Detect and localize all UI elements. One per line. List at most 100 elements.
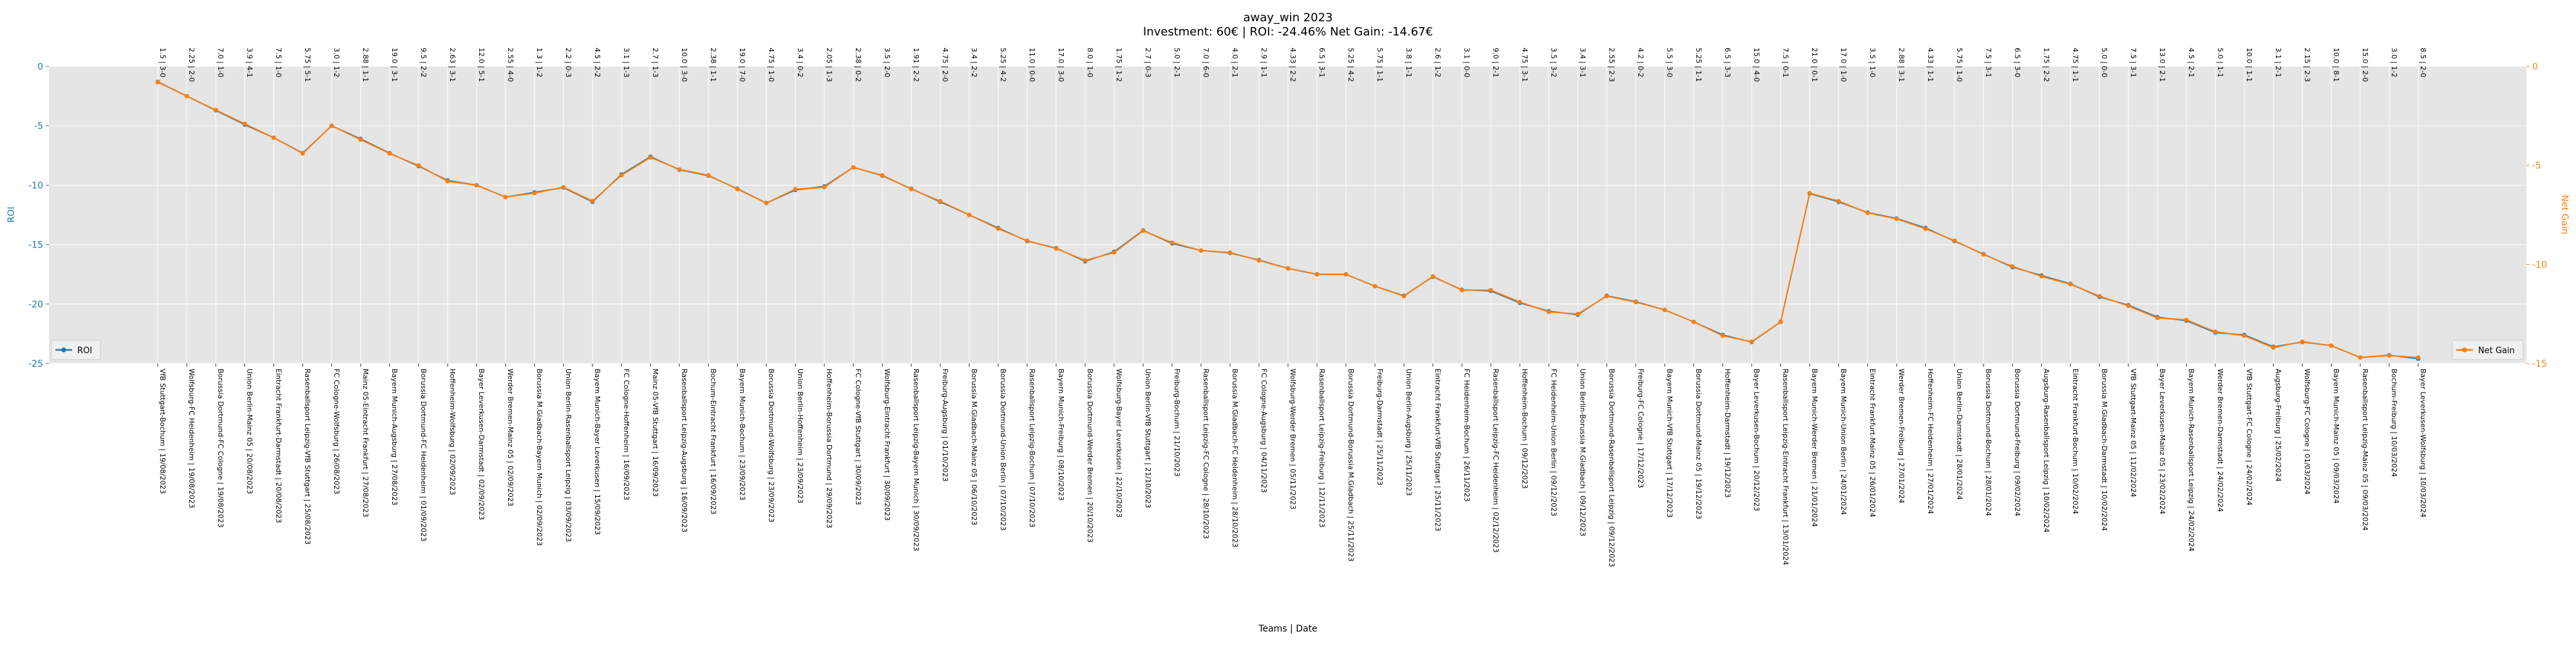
x-tick-label-61: Hoffenheim-FC Heidenheim | 27/01/2024 [1926,369,1935,514]
x-tick-label-4: Eintracht Frankfurt-Darmstadt | 20/08/20… [274,369,283,523]
top-label-48: 3.5 | 3-2 [1549,48,1558,77]
top-label-1: 2.25 | 2-0 [187,48,196,82]
series-point-net-gain-29 [996,226,1001,231]
series-point-net-gain-76 [2358,355,2363,360]
series-point-net-gain-43 [1401,294,1406,298]
top-label-16: 3.1 | 1-3 [622,48,630,77]
x-tick-label-29: Borussia Dortmund-Union Berlin | 07/10/2… [999,369,1007,530]
right-tick-label-2: -10 [2532,260,2547,270]
top-label-31: 17.0 | 3-0 [1057,48,1065,82]
top-label-69: 13.0 | 2-1 [2158,48,2166,82]
top-label-27: 4.75 | 2-0 [941,48,949,82]
x-tick-label-16: FC Cologne-Hoffenheim | 16/09/2023 [622,369,630,500]
x-tick-label-5: Rasenballsport Leipzig-VfB Stuttgart | 2… [303,369,312,545]
top-label-70: 4.5 | 2-1 [2187,48,2195,77]
x-tick-label-23: Hoffenheim-Borussia Dortmund | 29/09/202… [825,369,833,528]
left-tick-label-4: -20 [28,300,43,310]
x-tick-label-18: Rasenballsport Leipzig-Augsburg | 16/09/… [680,369,688,532]
x-tick-label-68: VfB Stuttgart-Mainz 05 | 11/02/2024 [2129,369,2137,497]
series-point-net-gain-40 [1314,272,1320,277]
series-point-net-gain-47 [1517,300,1522,305]
x-tick-label-0: VfB Stuttgart-Bochum | 19/08/2023 [158,369,167,494]
x-tick-label-60: Werder Bremen-Freiburg | 27/01/2024 [1897,369,1906,503]
series-point-net-gain-23 [822,185,827,189]
top-label-10: 2.63 | 3-1 [448,48,457,82]
left-axis-label: ROI [6,207,17,223]
top-label-19: 2.38 | 1-1 [709,48,717,82]
series-point-net-gain-56 [1778,320,1783,324]
x-tick-label-64: Borussia Dortmund-Freiburg | 09/02/2024 [2013,369,2022,516]
top-label-35: 5.0 | 2-1 [1173,48,1181,77]
top-label-0: 1.5 | 3-0 [158,48,167,77]
x-tick-label-71: Werder Bremen-Darmstadt | 24/02/2024 [2216,369,2224,512]
chart-title: away_win 2023 [1243,11,1332,24]
series-point-net-gain-42 [1372,284,1378,289]
x-tick-label-57: Bayern Munich-Werder Bremen | 21/01/2024 [1810,369,1819,527]
right-tick-label-1: -5 [2532,161,2541,171]
series-point-net-gain-19 [706,173,711,178]
x-tick-label-17: Mainz 05-VfB Stuttgart | 16/09/2023 [651,369,659,497]
series-point-net-gain-28 [967,213,972,217]
series-point-net-gain-6 [329,123,334,128]
right-tick-label-3: -15 [2532,359,2547,369]
series-point-net-gain-61 [1923,226,1928,231]
top-label-59: 3.5 | 1-0 [1868,48,1877,77]
series-point-net-gain-63 [1981,252,1986,257]
x-tick-label-20: Bayern Munich-Bochum | 23/09/2023 [738,369,746,501]
x-tick-label-26: Rasenballsport Leipzig-Bayern Munich | 3… [912,369,920,551]
top-label-18: 10.0 | 3-0 [680,48,688,82]
series-point-net-gain-64 [2010,264,2015,269]
top-label-21: 4.75 | 1-0 [767,48,775,82]
series-point-net-gain-3 [242,121,247,126]
series-point-net-gain-34 [1141,228,1146,233]
x-tick-label-41: Borussia Dortmund-Borussia M.Gladbach | … [1347,369,1355,561]
x-tick-label-52: Bayern Munich-VfB Stuttgart | 17/12/2023 [1665,369,1674,517]
top-label-25: 3.5 | 2-0 [883,48,891,77]
x-tick-label-59: Eintracht Frankfurt-Mainz 05 | 26/01/202… [1868,369,1877,517]
top-label-60: 2.88 | 3-1 [1897,48,1906,82]
series-point-net-gain-36 [1198,248,1204,253]
x-tick-label-70: Bayern Munich-Rasenballsport Leipzig | 2… [2187,369,2195,552]
top-label-36: 7.0 | 6-0 [1202,48,1210,77]
series-point-net-gain-66 [2068,282,2073,287]
top-label-4: 7.5 | 1-0 [274,48,283,77]
series-point-net-gain-1 [184,93,189,99]
top-label-20: 19.0 | 7-0 [738,48,746,82]
x-tick-label-35: Freiburg-Bochum | 21/10/2023 [1173,369,1181,477]
x-axis-label: Teams | Date [1258,624,1317,634]
x-tick-label-75: Bayern Munich-Mainz 05 | 09/03/2024 [2332,369,2340,503]
x-tick-label-39: Wolfsburg-Werder Bremen | 05/11/2023 [1289,369,1297,510]
series-point-net-gain-49 [1575,311,1580,316]
x-tick-label-25: Wolfsburg-Eintracht Frankfurt | 30/09/20… [883,369,891,521]
series-point-net-gain-44 [1430,274,1435,279]
series-point-net-gain-60 [1894,217,1899,222]
series-point-net-gain-46 [1488,287,1493,293]
x-tick-label-48: FC Heidenheim-Union Berlin | 09/12/2023 [1549,369,1558,516]
top-label-77: 3.0 | 1-2 [2390,48,2398,77]
top-label-2: 7.0 | 1-0 [216,48,225,77]
legend-roi-label: ROI [77,346,92,356]
x-tick-label-67: Borussia M.Gladbach-Darmstadt | 10/02/20… [2100,369,2108,531]
top-label-11: 12.0 | 5-1 [477,48,486,82]
top-label-61: 4.33 | 1-1 [1926,48,1935,82]
series-point-net-gain-50 [1604,294,1609,298]
right-axis-label: Net Gain [2559,195,2570,234]
x-tick-label-3: Union Berlin-Mainz 05 | 20/08/2023 [245,369,254,494]
x-tick-label-21: Borussia Dortmund-Wolfsburg | 23/09/2023 [767,369,775,523]
top-label-58: 17.0 | 1-0 [1839,48,1848,82]
legend-net-gain-label: Net Gain [2478,346,2515,356]
top-label-65: 1.75 | 2-2 [2042,48,2050,82]
x-tick-label-58: Bayern Munich-Union Berlin | 24/01/2024 [1839,369,1848,515]
x-tick-label-34: Union Berlin-VfB Stuttgart | 21/10/2023 [1144,369,1152,508]
top-label-57: 21.0 | 0-1 [1810,48,1819,82]
grid-layer [49,66,2526,364]
series-point-net-gain-48 [1546,309,1551,314]
top-label-26: 1.91 | 2-2 [912,48,920,82]
top-label-23: 2.05 | 1-3 [825,48,833,82]
x-tick-label-14: Union Berlin-Rasenballsport Leipzig | 03… [564,369,573,542]
x-tick-label-62: Union Berlin-Darmstadt | 28/01/2024 [1955,369,1964,500]
x-tick-label-15: Bayern Munich-Bayer Leverkusen | 15/09/2… [593,369,601,535]
left-axis: 0 -5 -10 -15 -20 -25 [28,62,49,369]
x-tick-label-27: Freiburg-Augsburg | 01/10/2023 [941,369,949,481]
